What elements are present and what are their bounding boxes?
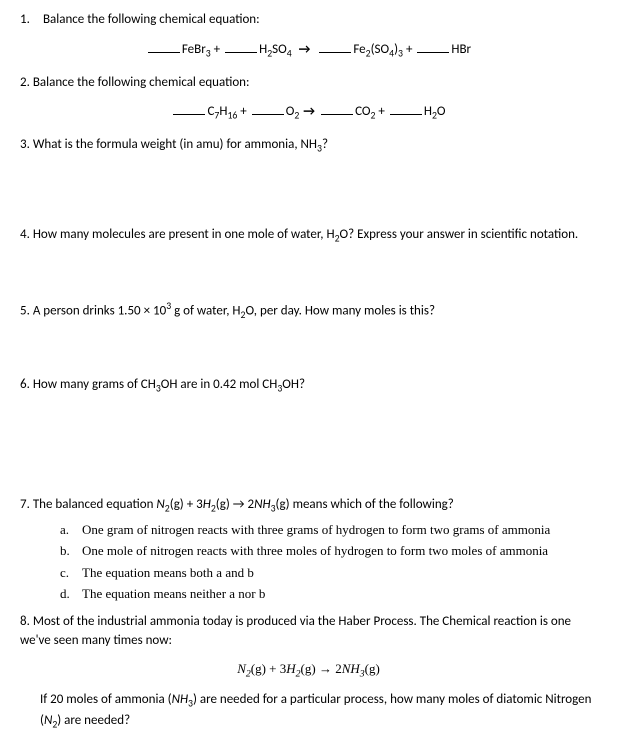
q7-option-d[interactable]: d. The equation means neither a nor b bbox=[60, 584, 597, 604]
q2-num: 2. bbox=[20, 75, 30, 90]
q1-prompt: 1. Balance the following chemical equati… bbox=[20, 10, 597, 30]
blank[interactable] bbox=[252, 102, 284, 115]
blank[interactable] bbox=[321, 102, 353, 115]
q4-num: 4. bbox=[20, 227, 30, 242]
q7-options: a. One gram of nitrogen reacts with thre… bbox=[20, 520, 597, 604]
q2-equation: C7H16 + O2→CO2 + H2O bbox=[20, 98, 597, 127]
q7-text-a: The balanced equation bbox=[33, 497, 157, 512]
q6-num: 6. bbox=[20, 377, 30, 392]
blank[interactable] bbox=[225, 40, 257, 53]
q2-prompt: 2. Balance the following chemical equati… bbox=[20, 73, 597, 93]
q5-num: 5. bbox=[20, 303, 30, 318]
q4-text-a: How many molecules are present in one mo… bbox=[33, 227, 335, 242]
q7-option-a[interactable]: a. One gram of nitrogen reacts with thre… bbox=[60, 520, 597, 540]
question-1: 1. Balance the following chemical equati… bbox=[20, 10, 597, 65]
q8-equation: N2(g) + 3H2(g) → 2NH3(g) bbox=[20, 659, 597, 682]
q8-followup: If 20 moles of ammonia (NH3) are needed … bbox=[20, 690, 597, 732]
blank[interactable] bbox=[417, 40, 449, 53]
q1-text: Balance the following chemical equation: bbox=[43, 12, 260, 27]
q6-text-a: How many grams of CH bbox=[33, 377, 156, 392]
question-6: 6. How many grams of CH3OH are in 0.42 m… bbox=[20, 375, 597, 396]
arrow-icon: → bbox=[303, 104, 315, 119]
q7-option-b[interactable]: b. One mole of nitrogen reacts with thre… bbox=[60, 541, 597, 561]
q8-num: 8. bbox=[20, 614, 30, 629]
q1-num: 1. bbox=[20, 10, 40, 30]
q3-num: 3. bbox=[20, 137, 30, 152]
question-4: 4. How many molecules are present in one… bbox=[20, 225, 597, 246]
question-3: 3. What is the formula weight (in amu) f… bbox=[20, 135, 597, 156]
arrow-icon: → bbox=[299, 42, 311, 57]
blank[interactable] bbox=[390, 102, 422, 115]
q8-text: Most of the industrial ammonia today is … bbox=[20, 614, 571, 649]
q3-text-a: What is the formula weight (in amu) for … bbox=[33, 137, 317, 152]
question-8: 8. Most of the industrial ammonia today … bbox=[20, 612, 597, 733]
q2-text: Balance the following chemical equation: bbox=[33, 75, 250, 90]
question-5: 5. A person drinks 1.50 × 103 g of water… bbox=[20, 299, 597, 323]
q7-num: 7. bbox=[20, 497, 30, 512]
question-2: 2. Balance the following chemical equati… bbox=[20, 73, 597, 128]
question-7: 7. The balanced equation N2(g) + 3H2(g) … bbox=[20, 495, 597, 604]
q1-equation: FeBr3 + H2SO4 → Fe2(SO4)3 + HBr bbox=[20, 36, 597, 65]
blank[interactable] bbox=[173, 102, 205, 115]
q7-option-c[interactable]: c. The equation means both a and b bbox=[60, 563, 597, 583]
blank[interactable] bbox=[319, 40, 351, 53]
q5-text-a: A person drinks 1.50 × 10 bbox=[33, 303, 166, 318]
blank[interactable] bbox=[148, 40, 180, 53]
